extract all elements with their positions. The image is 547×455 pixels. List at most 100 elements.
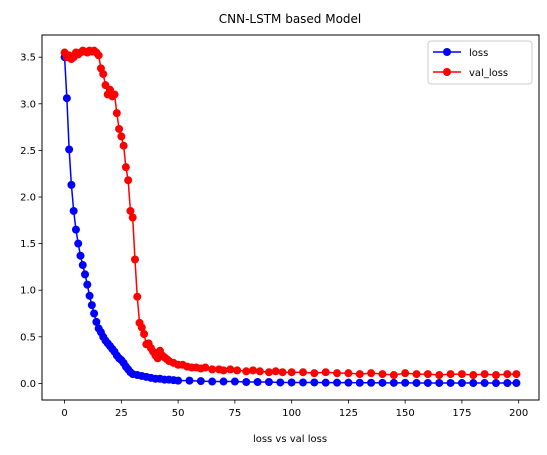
val_loss-point xyxy=(128,213,137,222)
loss-point xyxy=(87,301,96,310)
loss-point xyxy=(208,377,217,386)
loss-point xyxy=(219,377,228,386)
loss-point xyxy=(423,378,432,387)
loss-point xyxy=(276,378,285,387)
legend-label: loss xyxy=(469,48,488,59)
val_loss-point xyxy=(126,206,135,215)
loss-point xyxy=(174,376,183,385)
legend-swatch-marker xyxy=(443,68,451,76)
loss-point xyxy=(196,377,205,386)
val_loss-point xyxy=(140,330,149,339)
val_loss-point xyxy=(310,369,319,378)
loss-point xyxy=(321,378,330,387)
val_loss-point xyxy=(401,369,410,378)
val_loss-point xyxy=(367,369,376,378)
chart-title: CNN-LSTM based Model xyxy=(219,12,362,26)
val_loss-point xyxy=(112,109,121,118)
x-tick-label: 25 xyxy=(115,408,128,419)
val_loss-point xyxy=(115,124,124,133)
plot-area xyxy=(60,46,521,388)
loss-point xyxy=(74,239,83,248)
y-tick-label: 1.0 xyxy=(20,286,36,297)
x-tick-label: 125 xyxy=(339,408,358,419)
val_loss-point xyxy=(446,370,455,379)
val_loss-point xyxy=(271,367,280,376)
loss-point xyxy=(69,206,78,215)
x-tick-label: 50 xyxy=(172,408,185,419)
loss-point xyxy=(253,378,262,387)
val_loss-point xyxy=(249,366,258,375)
loss-point xyxy=(90,309,99,318)
val_loss-point xyxy=(321,368,330,377)
loss-point xyxy=(230,377,239,386)
loss-point xyxy=(457,379,466,388)
val_loss-point xyxy=(491,371,500,380)
val_loss-point xyxy=(121,163,130,172)
val_loss-point xyxy=(117,132,126,141)
x-axis-label: loss vs val loss xyxy=(253,434,327,445)
y-tick-label: 0.0 xyxy=(20,379,36,390)
loss-point xyxy=(287,378,296,387)
val_loss-point xyxy=(287,368,296,377)
val_loss-point xyxy=(389,371,398,380)
y-tick-label: 0.5 xyxy=(20,332,36,343)
x-tick-label: 75 xyxy=(229,408,242,419)
val_loss-point xyxy=(201,363,210,372)
loss-point xyxy=(401,378,410,387)
val_loss-point xyxy=(99,69,108,78)
val_loss-point xyxy=(469,371,478,380)
val_loss-point xyxy=(264,368,273,377)
x-tick-label: 150 xyxy=(396,408,415,419)
val_loss-point xyxy=(423,370,432,379)
loss-point xyxy=(491,379,500,388)
legend-label: val_loss xyxy=(469,68,508,79)
loss-point xyxy=(78,261,87,270)
legend-entry-val_loss: val_loss xyxy=(433,68,508,79)
loss-point xyxy=(264,378,273,387)
val_loss-point xyxy=(137,323,146,332)
val_loss-point xyxy=(344,369,353,378)
val_loss-point xyxy=(503,370,512,379)
val_loss-point xyxy=(378,370,387,379)
loss-point xyxy=(389,378,398,387)
legend-swatch-marker xyxy=(443,48,451,56)
y-tick-label: 2.0 xyxy=(20,192,36,203)
loss-point xyxy=(67,180,76,189)
loss-point xyxy=(355,378,364,387)
val_loss-point xyxy=(130,255,139,264)
val_loss-point xyxy=(208,365,217,374)
val_loss-point xyxy=(242,367,251,376)
plot-frame xyxy=(41,34,540,401)
y-tick-label: 2.5 xyxy=(20,146,36,157)
loss-point xyxy=(333,378,342,387)
val_loss-point xyxy=(226,365,235,374)
loss-point xyxy=(512,379,521,388)
val_loss-point xyxy=(512,370,521,379)
loss-point xyxy=(480,379,489,388)
val_loss-point xyxy=(298,368,307,377)
val_loss-point xyxy=(412,370,421,379)
loss-point xyxy=(367,378,376,387)
val_loss-point xyxy=(333,369,342,378)
y-tick-label: 3.0 xyxy=(20,99,36,110)
loss-point xyxy=(344,378,353,387)
x-axis-ticks: 0 25 50 75 100 125 150 175 200 xyxy=(61,400,528,419)
val_loss-point xyxy=(233,366,242,375)
val_loss-point xyxy=(435,371,444,380)
loss-point xyxy=(76,251,85,260)
val_loss-point xyxy=(457,370,466,379)
loss-point xyxy=(185,376,194,385)
x-tick-label: 175 xyxy=(452,408,471,419)
loss-point xyxy=(81,270,90,279)
val_loss-point xyxy=(219,366,228,375)
val_loss-point xyxy=(278,368,287,377)
loss-point xyxy=(85,291,94,300)
loss-point xyxy=(503,379,512,388)
val_loss-point xyxy=(94,51,103,60)
loss-point xyxy=(62,94,71,103)
val_loss-point xyxy=(355,370,364,379)
val_loss-point xyxy=(110,90,119,99)
loss-point xyxy=(83,280,92,289)
y-axis-ticks: 0.0 0.5 1.0 1.5 2.0 2.5 3.0 3.5 xyxy=(20,53,42,390)
